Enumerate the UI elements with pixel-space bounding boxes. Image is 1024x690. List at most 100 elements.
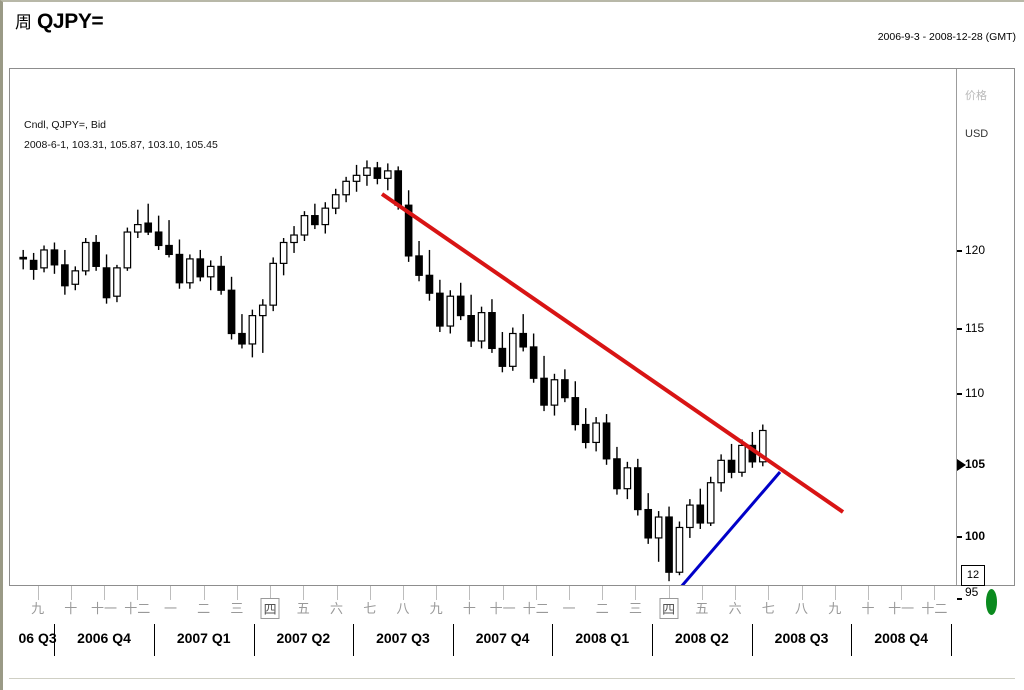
candle-body-down	[415, 255, 423, 276]
month-tick	[602, 586, 604, 600]
month-label: 四	[659, 598, 679, 619]
month-label: 九	[31, 602, 45, 617]
candle-body-down	[644, 508, 653, 539]
quarter-label: 2006 Q4	[77, 630, 131, 646]
candle-body-up	[71, 270, 80, 285]
month-label: 六	[330, 602, 344, 617]
plot-area[interactable]	[10, 69, 958, 585]
candle-body-up	[654, 516, 663, 539]
quarter-label: 2008 Q4	[874, 630, 929, 646]
candlestick-series	[19, 160, 767, 582]
tick-mark-95	[957, 598, 962, 600]
candle-body-down	[665, 516, 673, 573]
time-axis[interactable]: 九十十一 十二一二三四五六七八九十十一 十二一二三四五六七八九十十一 十二 06 Q3…	[9, 586, 1015, 682]
last-price-box[interactable]: 12	[961, 565, 985, 586]
month-tick	[137, 586, 139, 600]
candle-body-up	[331, 194, 340, 209]
candle-body-down	[613, 458, 621, 490]
chart-date-range: 2006-9-3 - 2008-12-28 (GMT)	[877, 31, 1016, 43]
candle-body-down	[456, 295, 465, 317]
candle-body-down	[540, 377, 548, 406]
month-tick	[834, 586, 836, 600]
month-tick	[469, 586, 471, 600]
month-label: 十一	[91, 602, 118, 617]
quarter-label: 2007 Q1	[176, 630, 231, 646]
price-axis-currency: USD	[965, 128, 989, 140]
month-label: 二	[197, 602, 211, 617]
month-tick	[37, 586, 39, 600]
candle-body-up	[133, 223, 142, 233]
tick-mark-120	[957, 250, 962, 252]
candle-body-down	[696, 504, 705, 524]
candle-body-up	[269, 262, 278, 306]
month-tick	[502, 586, 504, 600]
quarter-separator	[751, 624, 753, 656]
candle-body-down	[175, 253, 184, 284]
candle-body-down	[571, 397, 580, 426]
month-tick	[635, 586, 637, 600]
month-tick	[436, 586, 438, 600]
candlestick-canvas[interactable]	[10, 69, 958, 585]
candle-body-down	[529, 346, 538, 379]
candle-body-down	[436, 292, 444, 327]
month-tick	[934, 586, 936, 600]
downtrend-resistance-line	[380, 192, 845, 514]
month-tick	[668, 586, 670, 600]
tick-mark-110	[957, 393, 962, 395]
quarter-label: 2008 Q2	[675, 630, 729, 646]
candle-body-down	[19, 256, 28, 260]
month-label: 十一	[489, 602, 516, 617]
candle-body-up	[477, 312, 486, 342]
month-label: 十二	[921, 602, 948, 617]
quarter-separator	[153, 624, 155, 656]
candle-body-down	[404, 204, 413, 257]
month-label: 四	[260, 598, 280, 619]
candle-body-down	[238, 332, 246, 345]
chart-frame[interactable]: Cndl, QJPY=, Bid 2008-6-1, 103.31, 105.8…	[9, 68, 1015, 600]
candle-body-down	[633, 467, 642, 511]
candle-body-down	[581, 423, 590, 444]
candle-body-up	[717, 459, 725, 484]
candle-body-down	[394, 170, 403, 206]
chart-title-period: 周	[15, 13, 32, 33]
candle-body-down	[425, 274, 434, 294]
window-header: 周 QJPY= 2006-9-3 - 2008-12-28 (GMT)	[3, 2, 1024, 48]
quarter-label: 06 Q3	[18, 630, 57, 646]
chart-title-symbol: QJPY=	[37, 10, 104, 33]
candle-body-up	[363, 167, 371, 176]
month-tick	[170, 586, 172, 600]
price-axis[interactable]: 价格 USD 120 115 110 105 100 95 12	[956, 69, 1014, 600]
month-label: 五	[296, 602, 310, 617]
month-tick	[535, 586, 537, 600]
candle-body-up	[186, 258, 194, 284]
candle-body-up	[758, 429, 767, 463]
candle-body-down	[29, 259, 38, 270]
candle-body-down	[519, 332, 528, 348]
candle-body-down	[154, 231, 163, 247]
month-label: 十	[64, 602, 78, 617]
price-tick-110: 110	[965, 386, 985, 400]
candle-body-up	[300, 215, 309, 236]
month-label: 三	[628, 602, 642, 617]
candle-body-up	[279, 241, 288, 264]
month-label: 十	[462, 602, 476, 617]
price-tick-120: 120	[965, 243, 986, 257]
candle-body-down	[727, 459, 736, 473]
month-tick	[369, 586, 371, 600]
status-indicator-icon[interactable]	[986, 589, 997, 615]
candle-body-down	[196, 258, 205, 278]
quarter-separator	[253, 624, 255, 656]
month-tick	[701, 586, 703, 600]
candle-body-up	[352, 174, 361, 182]
price-tick-95: 95	[965, 585, 979, 599]
month-label: 五	[695, 602, 709, 617]
candle-body-up	[248, 315, 257, 345]
quarter-label: 2008 Q3	[774, 630, 829, 646]
month-label: 六	[728, 602, 742, 617]
candle-body-up	[383, 170, 392, 179]
month-label: 九	[828, 602, 842, 617]
month-tick	[867, 586, 869, 600]
quarter-separator	[54, 624, 56, 656]
month-tick	[70, 586, 72, 600]
